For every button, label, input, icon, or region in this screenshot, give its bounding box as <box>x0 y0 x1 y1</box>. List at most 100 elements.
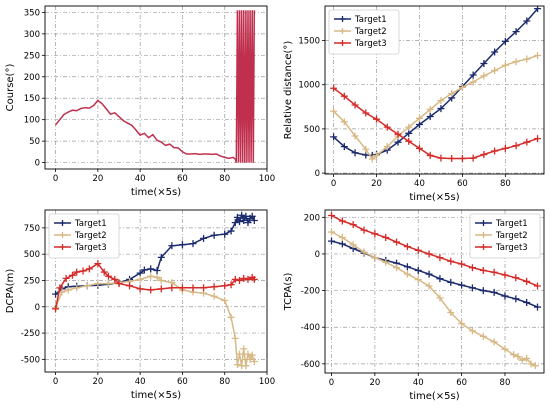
data-point <box>349 241 357 249</box>
data-point <box>62 274 70 282</box>
data-point <box>79 267 87 275</box>
data-point <box>242 212 250 220</box>
data-point <box>523 354 531 362</box>
data-point <box>126 282 134 290</box>
data-point <box>328 237 336 245</box>
legend-label: Target1 <box>74 219 107 229</box>
y-tick-label: -600 <box>301 360 320 370</box>
data-point <box>338 217 346 225</box>
data-point <box>368 155 376 163</box>
data-point <box>523 277 531 285</box>
data-point <box>362 109 370 117</box>
data-point <box>405 123 413 131</box>
data-point <box>533 303 541 311</box>
axes-frame <box>324 209 545 374</box>
data-point <box>514 353 522 361</box>
data-point <box>362 145 370 153</box>
data-point <box>512 142 520 150</box>
y-tick-label: 750 <box>24 224 40 234</box>
data-point <box>512 274 520 282</box>
data-point <box>328 211 336 219</box>
series-target3 <box>330 84 542 163</box>
data-point <box>111 275 119 283</box>
data-point <box>458 260 466 268</box>
data-point <box>437 154 445 162</box>
x-tick-label: 80 <box>219 174 230 184</box>
data-point <box>533 282 541 290</box>
data-point <box>512 28 520 36</box>
data-point <box>349 221 357 229</box>
data-point <box>94 280 102 288</box>
data-point <box>469 71 477 79</box>
chart-panel-4: 0 20 40 60 80 -600 -400 -200 0 200 time(×5s) TCPA(s… <box>283 209 545 402</box>
data-point <box>340 118 348 126</box>
y-tick-label: 200 <box>304 213 320 223</box>
x-tick-label: 100 <box>259 377 275 387</box>
x-tick-label: 0 <box>331 179 336 189</box>
y-tick-label: 500 <box>304 125 320 135</box>
data-point <box>523 138 531 146</box>
data-point <box>351 101 359 109</box>
data-point <box>104 272 112 280</box>
data-point <box>512 295 520 303</box>
data-point <box>104 280 112 288</box>
data-point <box>512 58 520 66</box>
y-tick-label: 0 <box>35 159 40 169</box>
data-point <box>373 151 381 159</box>
data-point <box>405 137 413 145</box>
data-point <box>426 105 434 113</box>
data-point <box>447 309 455 317</box>
data-point <box>501 37 509 45</box>
data-point <box>227 313 235 321</box>
data-point <box>458 155 466 163</box>
data-point <box>360 226 368 234</box>
x-tick-label: 60 <box>177 174 188 184</box>
y-tick-label: 1500 <box>298 36 320 46</box>
data-point <box>210 231 218 239</box>
legend-label: Target3 <box>495 243 528 253</box>
data-point <box>491 67 499 75</box>
x-tick-label: 60 <box>457 179 468 189</box>
data-point <box>330 107 338 115</box>
data-point <box>468 327 476 335</box>
data-point <box>153 266 161 274</box>
data-point <box>140 266 148 274</box>
data-point <box>458 320 466 328</box>
data-point <box>403 243 411 251</box>
y-axis-label: DCPA(m) <box>5 269 16 314</box>
data-point <box>383 123 391 131</box>
legend: Target1 Target2 Target3 <box>469 213 541 259</box>
data-point <box>479 332 487 340</box>
data-point <box>436 294 444 302</box>
data-point <box>523 55 531 63</box>
data-point <box>527 360 535 368</box>
legend: Target1 Target2 Target3 <box>328 9 400 55</box>
y-tick-label: 500 <box>24 250 40 260</box>
data-point <box>94 260 102 268</box>
series-target1 <box>330 6 542 159</box>
data-point <box>479 287 487 295</box>
data-point <box>501 61 509 69</box>
series-target2 <box>52 272 258 370</box>
data-point <box>231 219 239 227</box>
data-point <box>415 120 423 128</box>
y-tick-label: 50 <box>29 137 40 147</box>
data-point <box>136 275 144 283</box>
data-point <box>136 269 144 277</box>
data-point <box>68 271 76 279</box>
data-point <box>531 362 539 370</box>
data-point <box>436 254 444 262</box>
data-point <box>371 254 379 262</box>
data-point <box>501 345 509 353</box>
series-line <box>55 10 256 163</box>
data-point <box>147 265 155 273</box>
x-tick-label: 40 <box>413 378 424 388</box>
x-tick-label: 80 <box>500 378 511 388</box>
data-point <box>56 284 64 292</box>
series-target3 <box>52 260 258 313</box>
data-point <box>415 144 423 152</box>
data-point <box>414 276 422 284</box>
series-line <box>333 54 538 161</box>
data-point <box>425 270 433 278</box>
data-point <box>168 242 176 250</box>
